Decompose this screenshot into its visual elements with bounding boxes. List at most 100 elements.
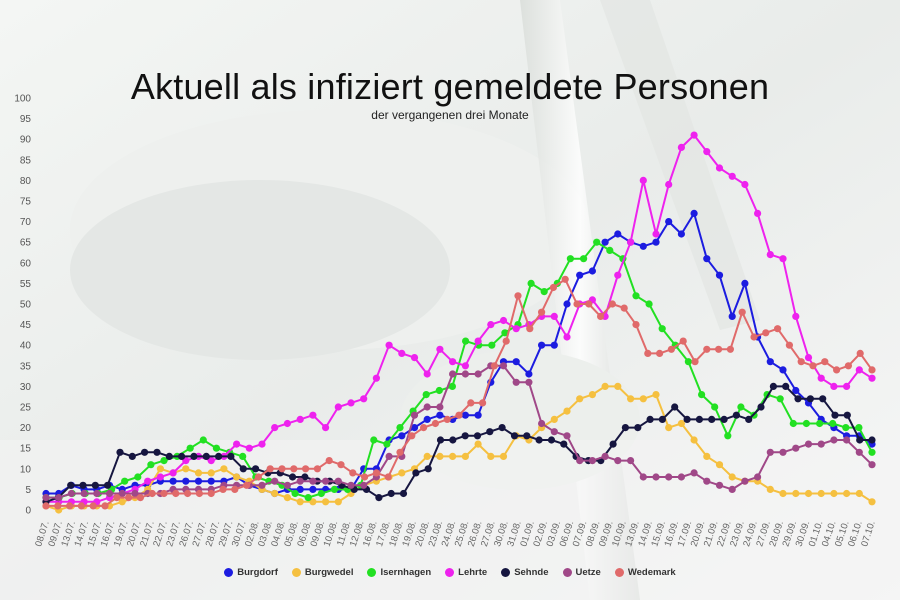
data-point [715, 345, 723, 353]
series-isernhagen [42, 238, 876, 502]
data-point [779, 448, 787, 456]
data-point [797, 358, 805, 366]
data-point [220, 465, 228, 473]
data-point [252, 465, 260, 473]
data-point [576, 271, 584, 279]
y-tick-label: 30 [20, 382, 32, 393]
data-point [726, 345, 735, 353]
data-point [422, 391, 430, 399]
data-point [728, 485, 736, 493]
data-point [576, 457, 584, 465]
data-point [634, 424, 642, 432]
data-point [576, 395, 584, 403]
data-point [741, 279, 749, 287]
data-point [79, 481, 87, 489]
data-point [370, 436, 378, 444]
data-point [715, 271, 724, 279]
data-point [334, 477, 342, 485]
data-point [868, 366, 876, 374]
data-point [322, 424, 330, 432]
legend-item-lehrte[interactable]: Lehrte [445, 567, 487, 578]
data-point [372, 469, 380, 477]
data-point [745, 415, 753, 423]
legend-item-burgdorf[interactable]: Burgdorf [224, 567, 278, 578]
data-point [690, 436, 698, 444]
data-point [639, 242, 647, 250]
data-point [830, 382, 838, 390]
data-point [538, 308, 546, 316]
data-point [703, 255, 711, 263]
legend-marker [224, 568, 234, 577]
legend-item-burgwedel[interactable]: Burgwedel [291, 567, 354, 578]
y-tick-label: 0 [25, 506, 31, 517]
y-tick-label: 20 [20, 423, 32, 434]
data-point [396, 448, 404, 456]
data-point [436, 452, 444, 460]
data-point [601, 382, 609, 390]
data-point [843, 382, 851, 390]
data-point [580, 255, 588, 263]
data-point [93, 489, 101, 498]
data-point [258, 481, 266, 489]
data-point [347, 399, 355, 407]
legend-item-wedemark[interactable]: Wedemark [614, 567, 676, 578]
data-point [113, 494, 121, 502]
data-point [387, 489, 395, 498]
data-point [639, 473, 647, 481]
data-point [347, 481, 355, 489]
data-point [817, 489, 825, 498]
data-point [547, 436, 556, 444]
data-point [620, 304, 628, 312]
legend-item-uetze[interactable]: Uetze [562, 567, 601, 578]
data-point [408, 432, 416, 440]
data-point [844, 362, 853, 370]
data-point [560, 440, 568, 448]
data-point [684, 358, 693, 366]
y-tick-label: 65 [20, 238, 32, 249]
data-point [540, 288, 548, 296]
data-point [498, 424, 506, 432]
data-point [296, 477, 304, 485]
legend-item-isernhagen[interactable]: Isernhagen [367, 567, 431, 578]
data-point [690, 131, 698, 139]
data-point [283, 419, 291, 428]
data-point [473, 432, 482, 440]
data-point [855, 489, 863, 498]
data-point [360, 395, 368, 403]
data-point [169, 469, 177, 477]
data-point [601, 452, 609, 460]
data-point [474, 440, 482, 448]
data-point [652, 391, 660, 399]
data-point [116, 448, 124, 456]
data-point [754, 473, 762, 481]
data-point [715, 481, 724, 489]
data-point [831, 411, 839, 419]
data-point [789, 419, 797, 428]
data-point [550, 312, 558, 320]
data-point [538, 419, 546, 428]
data-point [207, 477, 215, 485]
legend-label: Burgwedel [304, 567, 354, 578]
data-point [436, 436, 445, 444]
legend-item-sehnde[interactable]: Sehnde [501, 567, 549, 578]
data-point [467, 399, 475, 407]
data-point [501, 329, 509, 337]
y-tick-label: 90 [20, 135, 32, 146]
data-point [652, 230, 660, 238]
y-tick-label: 70 [20, 217, 32, 228]
data-point [830, 436, 838, 444]
data-point [679, 337, 687, 345]
data-point [724, 432, 732, 440]
data-point [561, 275, 569, 283]
series-layer [42, 131, 876, 514]
data-point [207, 469, 215, 477]
data-point [785, 341, 794, 349]
data-point [652, 238, 660, 246]
data-point [410, 354, 419, 362]
data-point [271, 489, 279, 498]
data-point [766, 358, 774, 366]
data-point [80, 489, 88, 498]
data-point [449, 436, 457, 444]
data-point [160, 489, 168, 498]
y-tick-label: 85 [20, 155, 32, 166]
